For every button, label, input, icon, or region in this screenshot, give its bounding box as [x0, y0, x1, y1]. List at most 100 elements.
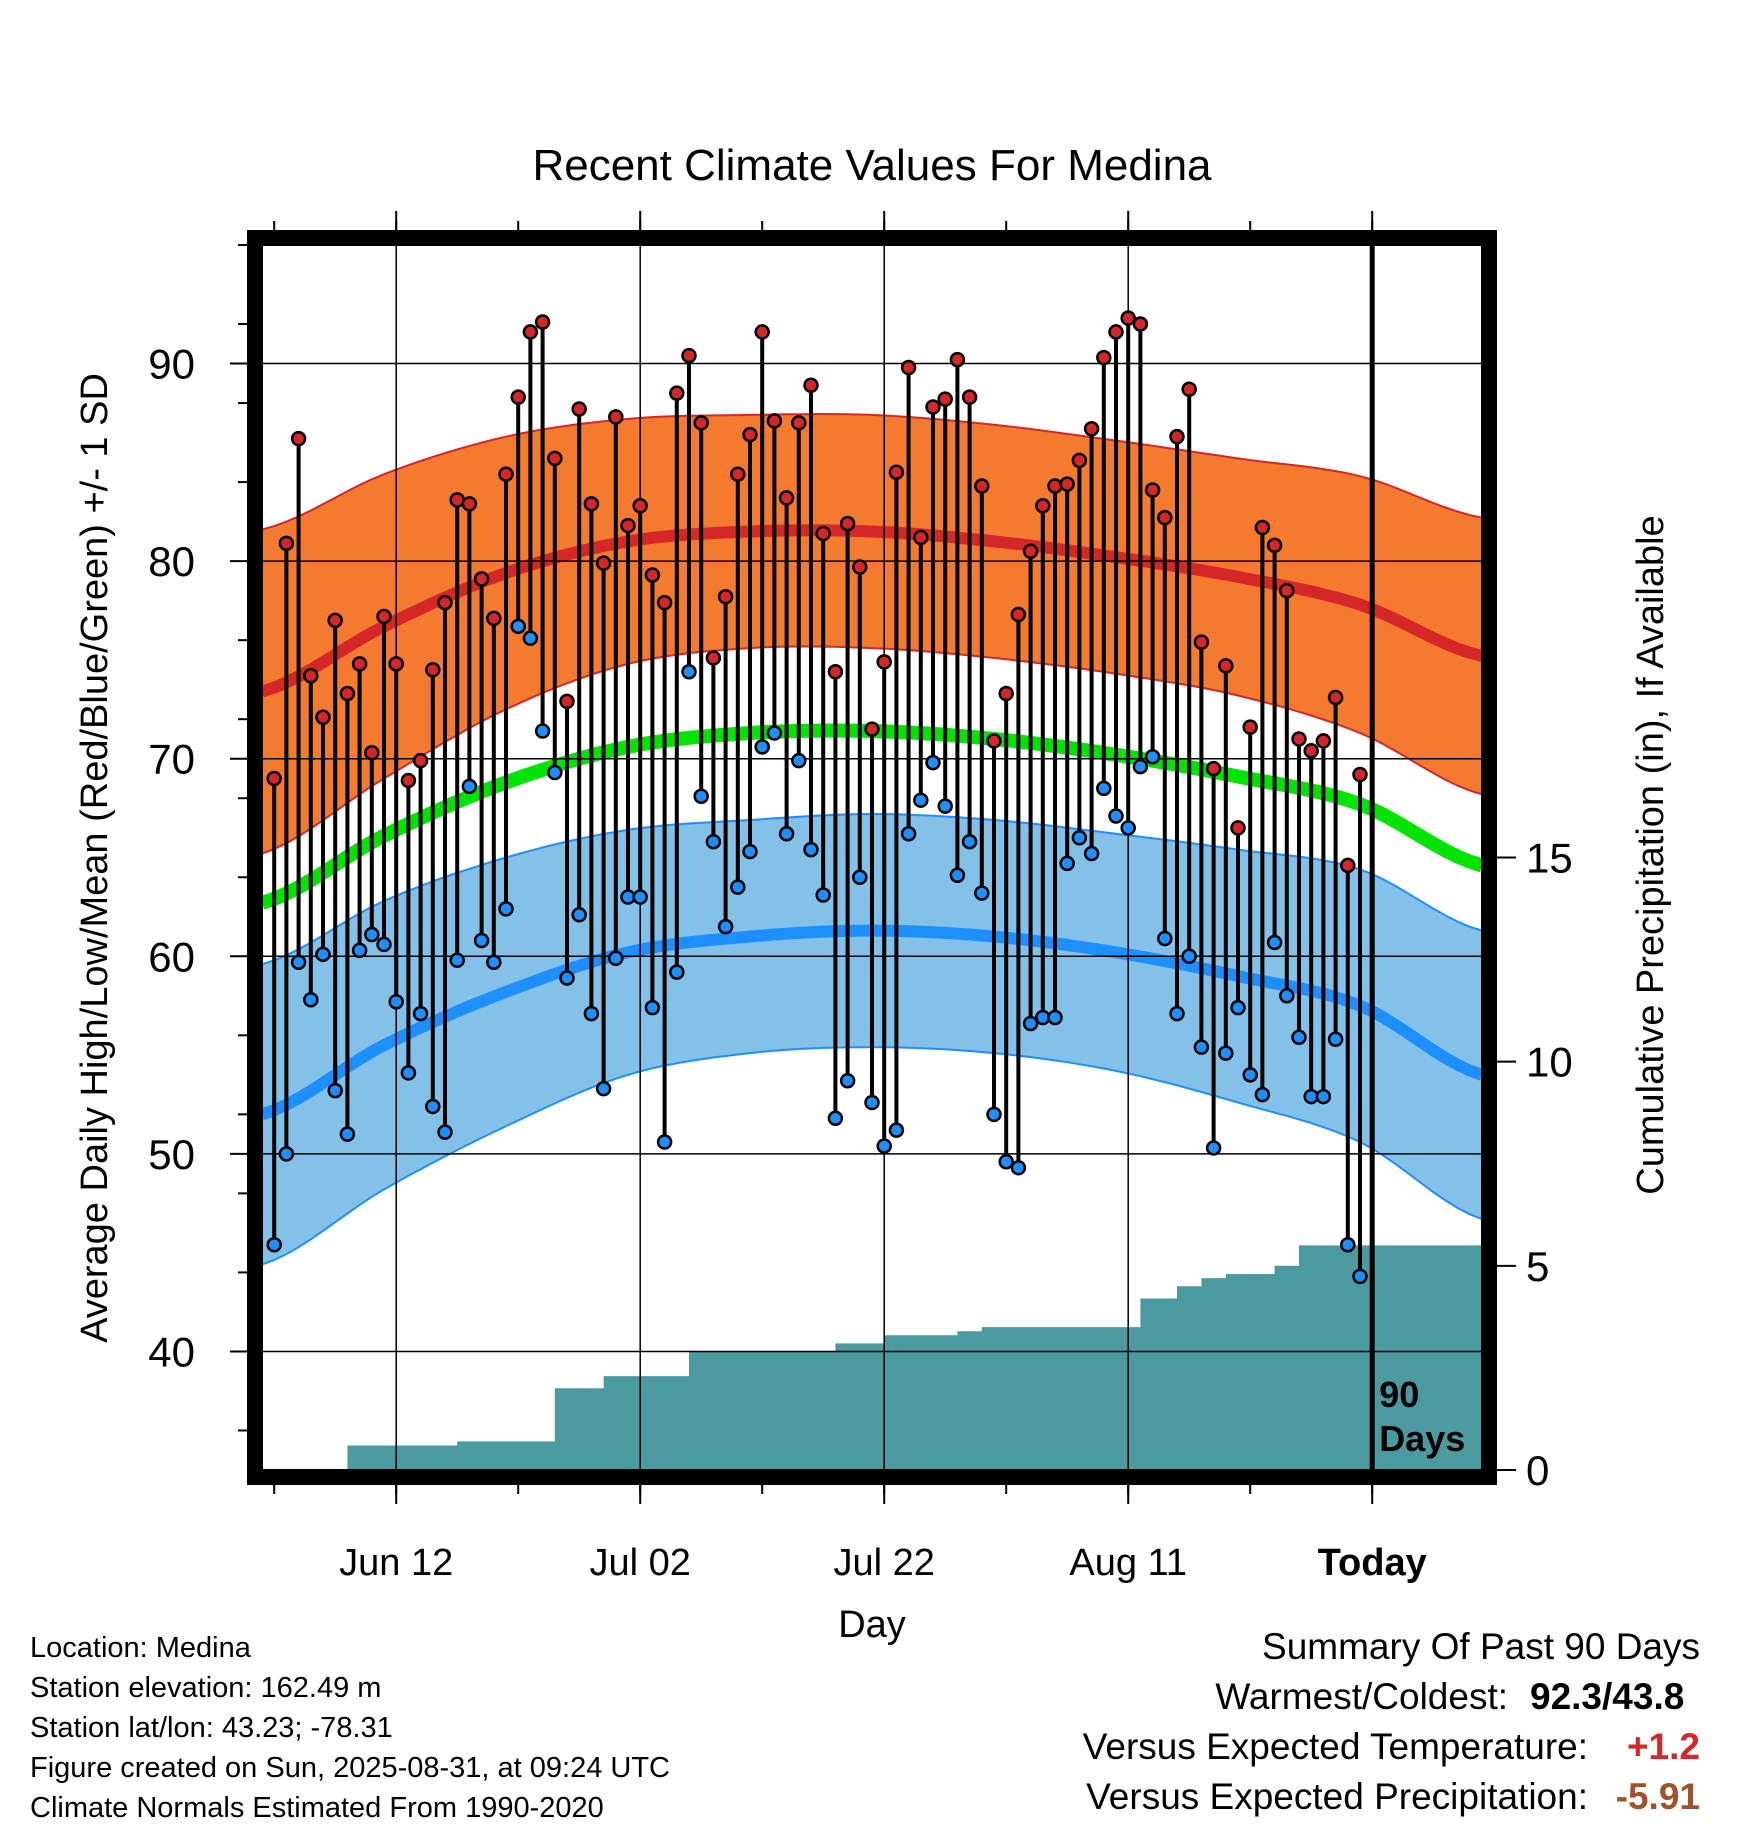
low-point — [473, 932, 490, 949]
high-point — [742, 426, 758, 443]
y-tick-label: 70 — [148, 736, 195, 783]
low-point — [766, 725, 783, 741]
high-point — [559, 693, 575, 710]
high-point — [1181, 381, 1197, 397]
low-point — [803, 841, 819, 858]
high-point — [620, 517, 636, 534]
high-point — [1108, 324, 1124, 340]
low-point — [827, 1110, 844, 1127]
low-point — [1132, 758, 1149, 775]
high-point — [1059, 476, 1075, 492]
high-point — [400, 772, 417, 789]
low-point — [1181, 948, 1197, 965]
high-point — [388, 656, 404, 672]
high-point — [547, 450, 563, 467]
today-marker-label: Days — [1379, 1418, 1465, 1459]
low-point — [937, 798, 953, 814]
x-tick-label: Today — [1318, 1542, 1427, 1584]
high-point — [534, 314, 551, 330]
high-point — [1071, 452, 1088, 469]
low-point — [1144, 748, 1161, 765]
low-point — [1291, 1029, 1307, 1046]
high-point — [717, 588, 734, 605]
high-point — [1035, 498, 1051, 514]
low-point — [278, 1146, 295, 1162]
low-point — [1047, 1009, 1063, 1026]
low-point — [1010, 1159, 1027, 1176]
low-point — [1120, 820, 1136, 836]
precip-anomaly-row: Versus Expected Precipitation: -5.91 — [1083, 1772, 1700, 1822]
daily-points — [266, 310, 1368, 1285]
y2-tick-label: 15 — [1526, 835, 1573, 882]
high-point — [1254, 519, 1271, 536]
low-point — [1340, 1237, 1356, 1253]
low-point — [290, 954, 307, 970]
low-point — [1352, 1268, 1368, 1285]
summary-heading: Summary Of Past 90 Days — [1262, 1626, 1700, 1667]
high-point — [949, 351, 966, 368]
high-point — [1327, 689, 1344, 706]
y2-tick-label: 5 — [1526, 1243, 1549, 1290]
high-point — [925, 399, 941, 415]
high-point — [1315, 733, 1332, 749]
high-point — [1144, 482, 1161, 498]
low-point — [900, 826, 917, 842]
high-point — [803, 377, 819, 394]
low-point — [522, 630, 539, 646]
low-point — [705, 833, 722, 850]
high-point — [864, 721, 880, 737]
precip-anomaly-value: -5.91 — [1615, 1776, 1700, 1817]
y-tick-label: 80 — [148, 538, 195, 585]
high-point — [644, 567, 661, 583]
high-point — [827, 664, 844, 680]
high-point — [632, 498, 648, 514]
high-point — [1340, 857, 1356, 874]
high-point — [1157, 509, 1173, 526]
low-point — [681, 664, 697, 680]
high-point — [1352, 766, 1368, 783]
low-point — [998, 1154, 1014, 1170]
high-point — [473, 571, 490, 587]
low-point — [632, 889, 648, 905]
low-point — [1059, 855, 1075, 872]
low-point — [339, 1126, 356, 1142]
temp-anomaly-value: +1.2 — [1626, 1726, 1700, 1767]
high-point — [608, 409, 624, 425]
high-point — [1291, 731, 1307, 747]
low-point — [461, 778, 478, 795]
high-point — [1303, 743, 1319, 759]
low-point — [1242, 1067, 1258, 1083]
high-point — [705, 650, 722, 666]
x-tick-label: Aug 11 — [1069, 1542, 1187, 1584]
high-point — [888, 464, 905, 480]
high-point — [376, 608, 392, 625]
high-point — [766, 413, 783, 429]
high-point — [913, 529, 929, 546]
low-point — [1169, 1005, 1185, 1022]
low-point — [888, 1122, 905, 1138]
high-point — [1047, 478, 1063, 494]
high-point — [1010, 606, 1027, 623]
low-point — [376, 936, 392, 953]
high-point — [461, 496, 478, 512]
low-point — [1083, 845, 1100, 862]
low-point — [815, 887, 831, 903]
y2-axis-label: Cumulative Precipitation (in), If Availa… — [1630, 515, 1672, 1194]
high-point — [486, 610, 502, 627]
x-tick-label: Jul 02 — [589, 1542, 690, 1584]
low-point — [839, 1073, 856, 1089]
high-point — [1205, 760, 1222, 777]
low-point — [351, 942, 368, 959]
summary-panel: Summary Of Past 90 Days Warmest/Coldest:… — [1083, 1622, 1700, 1822]
high-point — [303, 667, 319, 684]
latlon-text: Station lat/lon: 43.23; -78.31 — [30, 1712, 393, 1744]
low-point — [437, 1124, 453, 1140]
low-point — [412, 1005, 429, 1022]
high-point — [681, 347, 697, 364]
low-point — [1157, 930, 1173, 947]
high-point — [852, 559, 868, 575]
high-point — [339, 685, 356, 702]
daily-stems — [272, 318, 1362, 1277]
low-point — [1193, 1039, 1210, 1055]
